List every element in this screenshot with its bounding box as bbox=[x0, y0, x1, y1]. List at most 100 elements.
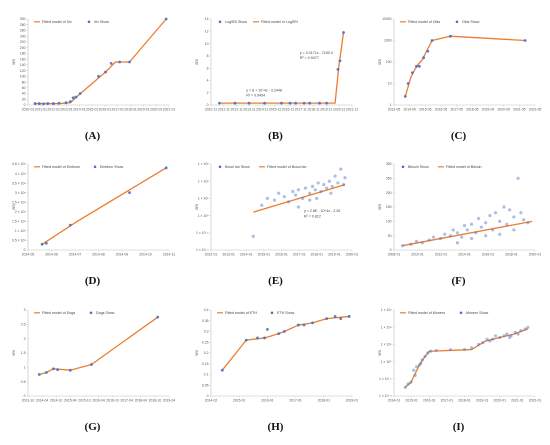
data-point bbox=[294, 101, 297, 105]
x-tick-label: 2018-01 bbox=[124, 108, 137, 112]
x-tick-label: 2018-01 bbox=[318, 399, 331, 403]
fit-line bbox=[219, 32, 345, 104]
data-point bbox=[477, 342, 481, 346]
x-tick-label: 2022-01 bbox=[529, 399, 542, 403]
legend-swatch-points bbox=[218, 165, 222, 169]
data-point bbox=[455, 231, 460, 235]
data-point bbox=[508, 335, 512, 340]
data-point bbox=[315, 196, 319, 200]
x-tick-label: 2017-01 bbox=[293, 253, 306, 257]
legend-label: Fitted model of ETH bbox=[225, 311, 257, 315]
y-tick-label: 1 bbox=[24, 366, 26, 370]
legend-label: Embium Show bbox=[100, 165, 124, 169]
data-point bbox=[97, 74, 100, 78]
data-point bbox=[341, 183, 346, 187]
data-point bbox=[68, 223, 72, 227]
data-point bbox=[51, 367, 55, 371]
y-tick-label: 2 bbox=[207, 91, 209, 95]
data-point bbox=[342, 31, 345, 34]
fit-line bbox=[221, 315, 350, 371]
data-point bbox=[523, 327, 527, 331]
x-tick-label: 2015-01 bbox=[405, 399, 418, 403]
legend-label: Bitcoin Show bbox=[408, 165, 429, 169]
data-point bbox=[322, 183, 326, 187]
y-tick-label: 60 bbox=[22, 86, 26, 90]
legend-label: Dogs Show bbox=[96, 311, 115, 315]
x-tick-label: 2014-08 bbox=[92, 253, 105, 257]
x-tick-label: 2020-05 bbox=[497, 108, 510, 112]
y-tick-label: 1 × 10⁰ bbox=[381, 360, 393, 364]
data-point bbox=[519, 329, 523, 333]
data-point bbox=[403, 95, 407, 98]
data-point bbox=[104, 70, 107, 74]
data-point bbox=[417, 64, 421, 68]
x-tick-label: 2018-10 bbox=[149, 399, 162, 403]
data-point bbox=[406, 82, 410, 85]
y-tick-label: 1.5 bbox=[21, 351, 26, 355]
x-tick-label: 2020-01 bbox=[346, 253, 359, 257]
x-tick-label: 2022-05 bbox=[529, 108, 542, 112]
x-tick-label: 2020-01 bbox=[494, 399, 507, 403]
y-axis-label: SRI bbox=[195, 59, 199, 65]
y-tick-label: 180 bbox=[20, 52, 26, 56]
data-point bbox=[256, 336, 259, 340]
y-tick-label: 14 bbox=[205, 17, 209, 21]
x-tick-label: 2020-01 bbox=[529, 253, 542, 257]
data-point bbox=[318, 101, 321, 105]
data-point bbox=[516, 332, 520, 336]
data-point bbox=[251, 234, 255, 238]
data-point bbox=[419, 361, 423, 365]
y-tick-label: 160 bbox=[20, 57, 26, 61]
data-point bbox=[51, 102, 55, 105]
data-point bbox=[297, 323, 300, 327]
data-point bbox=[431, 235, 436, 239]
panel-caption: (F) bbox=[451, 275, 465, 287]
data-point bbox=[451, 228, 455, 232]
y-tick-label: 200 bbox=[386, 191, 392, 195]
y-tick-label: 0.3 bbox=[204, 330, 209, 334]
data-point bbox=[46, 102, 50, 105]
data-point bbox=[403, 385, 407, 389]
y-tick-label: 0.5 bbox=[21, 380, 26, 384]
x-tick-label: 2013-10 bbox=[22, 399, 35, 403]
data-point bbox=[465, 228, 469, 232]
y-tick-label: 1000 bbox=[384, 39, 392, 43]
data-point bbox=[316, 181, 320, 185]
panel-caption: (C) bbox=[451, 130, 467, 142]
y-tick-label: 0.05 bbox=[202, 383, 209, 387]
fit-line bbox=[41, 167, 167, 245]
data-point bbox=[338, 59, 342, 63]
legend-label: Fitted model of Dogs bbox=[42, 311, 75, 315]
equation-annotation: R² = 0.812 bbox=[304, 214, 321, 218]
data-point bbox=[303, 186, 308, 190]
x-tick-label: 2010-01 bbox=[411, 253, 424, 257]
x-tick-label: 2011-11 bbox=[218, 108, 230, 112]
data-point bbox=[498, 335, 502, 340]
data-point bbox=[443, 232, 447, 236]
data-point bbox=[302, 101, 306, 105]
y-tick-label: 260 bbox=[20, 29, 26, 33]
data-point bbox=[282, 195, 286, 199]
data-point bbox=[44, 241, 48, 245]
data-point bbox=[505, 332, 509, 336]
fit-line bbox=[35, 18, 167, 105]
y-tick-label: 80 bbox=[22, 80, 26, 84]
data-point bbox=[469, 236, 474, 241]
y-tick-label: 0 bbox=[390, 248, 392, 252]
x-tick-label: 2016-01 bbox=[423, 399, 436, 403]
x-tick-label: 2012-11 bbox=[231, 108, 243, 112]
data-point bbox=[426, 49, 430, 53]
legend-swatch-points bbox=[87, 20, 91, 24]
data-point bbox=[71, 96, 75, 100]
x-tick-label: 2020-01 bbox=[150, 108, 163, 112]
x-tick-label: 2010-01 bbox=[22, 108, 35, 112]
data-point bbox=[491, 228, 495, 232]
data-point bbox=[64, 101, 68, 105]
data-point bbox=[481, 341, 485, 345]
data-point bbox=[325, 317, 329, 320]
data-point bbox=[508, 208, 512, 212]
legend-label: Fitted model of LogSRI bbox=[261, 20, 298, 24]
data-point bbox=[413, 373, 417, 377]
data-point bbox=[422, 56, 426, 60]
y-axis-label: SRI bbox=[378, 350, 382, 356]
